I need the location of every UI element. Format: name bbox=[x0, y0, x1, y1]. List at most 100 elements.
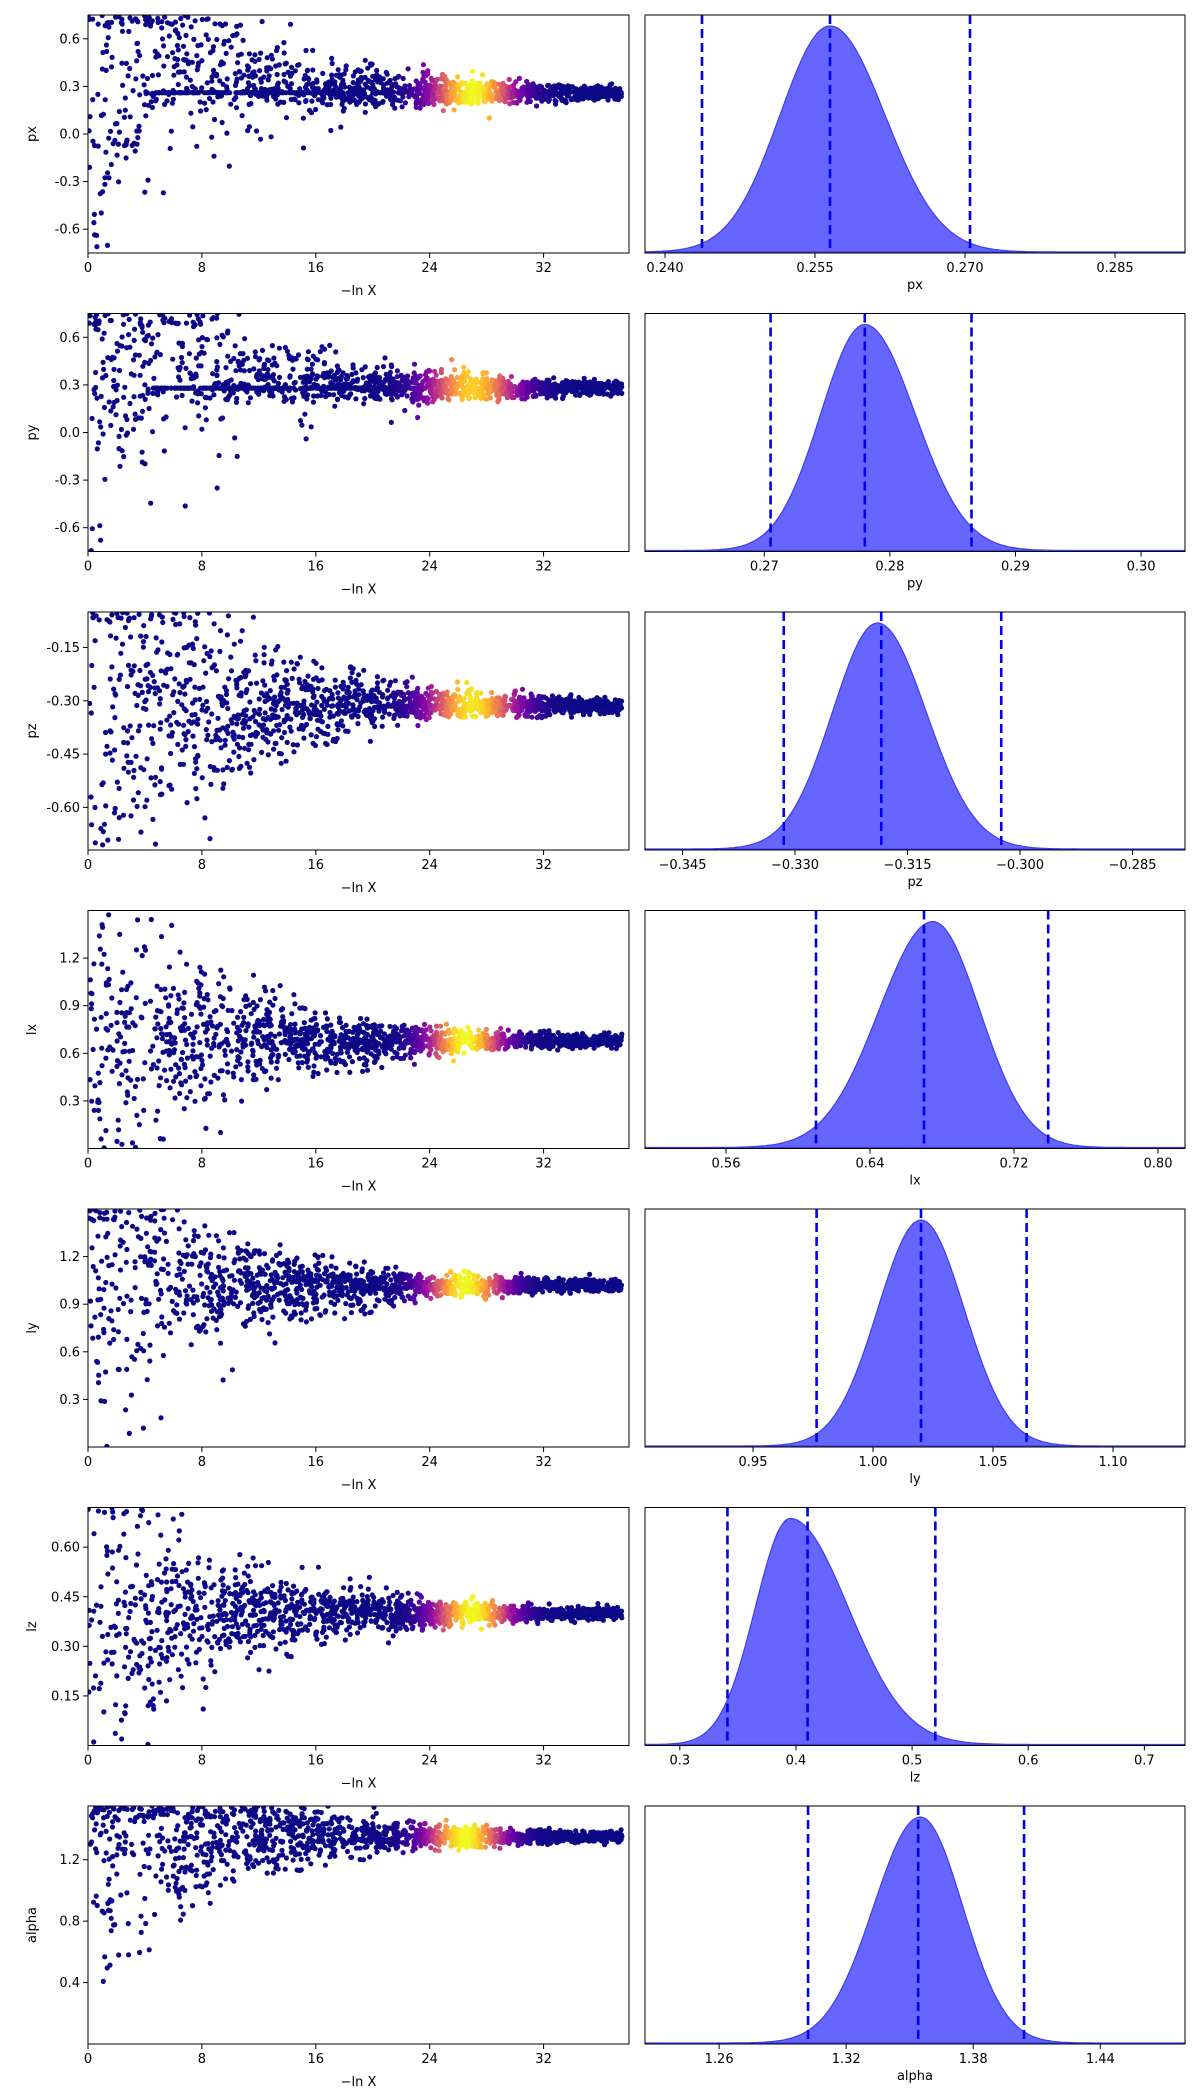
trace-point bbox=[177, 90, 183, 96]
trace-point bbox=[226, 163, 232, 169]
trace-point bbox=[505, 703, 511, 709]
trace-point bbox=[192, 1029, 198, 1035]
trace-point bbox=[496, 695, 502, 701]
trace-point bbox=[199, 16, 205, 23]
trace-point bbox=[253, 729, 259, 736]
trace-point bbox=[485, 706, 491, 712]
trace-point bbox=[176, 681, 182, 687]
trace-point bbox=[468, 385, 474, 391]
trace-point bbox=[163, 995, 169, 1001]
trace-point bbox=[399, 708, 405, 714]
trace-point bbox=[99, 66, 105, 72]
trace-point bbox=[226, 676, 232, 682]
trace-point bbox=[238, 1077, 244, 1083]
trace-point bbox=[268, 52, 274, 58]
trace-point bbox=[387, 381, 393, 387]
trace-point bbox=[256, 696, 262, 702]
trace-point bbox=[341, 71, 347, 77]
trace-point bbox=[347, 1069, 353, 1075]
trace-point bbox=[361, 401, 367, 407]
trace-point bbox=[189, 641, 196, 647]
trace-point bbox=[233, 368, 239, 374]
trace-point bbox=[179, 747, 185, 753]
posterior-pz-frame bbox=[644, 611, 1186, 851]
trace-point bbox=[431, 379, 437, 385]
trace-point bbox=[562, 97, 569, 103]
trace-point bbox=[127, 615, 133, 621]
trace-xlabel: −ln X bbox=[341, 284, 377, 299]
trace-point bbox=[181, 613, 187, 620]
trace-point bbox=[152, 774, 159, 780]
trace-point bbox=[134, 141, 140, 147]
trace-point bbox=[319, 677, 325, 683]
trace-point bbox=[159, 25, 165, 31]
trace-point bbox=[152, 354, 158, 360]
trace-point bbox=[152, 691, 158, 697]
trace-point bbox=[431, 703, 437, 709]
trace-point bbox=[322, 346, 328, 352]
trace-xlabel: −ln X bbox=[341, 583, 377, 598]
trace-point bbox=[268, 66, 274, 72]
trace-point bbox=[568, 97, 574, 103]
trace-point bbox=[224, 632, 230, 638]
trace-point bbox=[89, 822, 95, 828]
trace-point bbox=[591, 97, 598, 103]
trace-point bbox=[187, 77, 193, 83]
trace-point bbox=[93, 384, 99, 391]
trace-point bbox=[505, 91, 511, 97]
posterior-xlabel: py bbox=[907, 577, 923, 592]
trace-point bbox=[464, 373, 470, 379]
trace-point bbox=[453, 96, 459, 102]
trace-point bbox=[332, 403, 338, 409]
trace-point bbox=[150, 816, 156, 823]
trace-point bbox=[100, 842, 106, 848]
trace-point bbox=[251, 69, 257, 75]
trace-point bbox=[301, 92, 307, 98]
trace-point bbox=[395, 709, 401, 715]
trace-point bbox=[430, 100, 436, 106]
trace-point bbox=[401, 697, 407, 703]
x-tick-label: 0 bbox=[84, 858, 92, 873]
trace-point bbox=[261, 652, 267, 658]
trace-point bbox=[267, 695, 273, 702]
trace-point bbox=[273, 702, 279, 709]
trace-point bbox=[299, 722, 305, 728]
trace-point bbox=[91, 321, 97, 327]
trace-point bbox=[247, 716, 253, 722]
trace-point bbox=[92, 840, 98, 846]
trace-point bbox=[147, 669, 153, 676]
trace-point bbox=[372, 370, 379, 376]
trace-point bbox=[130, 88, 136, 94]
trace-point bbox=[192, 90, 198, 96]
trace-point bbox=[241, 1014, 247, 1021]
trace-point bbox=[188, 110, 194, 116]
trace-point bbox=[411, 361, 418, 367]
trace-point bbox=[302, 84, 309, 90]
trace-point bbox=[122, 384, 128, 390]
y-tick-label: -0.45 bbox=[46, 748, 80, 763]
trace-point bbox=[109, 757, 115, 763]
trace-point bbox=[391, 695, 398, 701]
trace-point bbox=[90, 138, 96, 144]
trace-point bbox=[282, 385, 288, 391]
trace-point bbox=[465, 369, 471, 375]
trace-point bbox=[478, 379, 485, 385]
trace-point bbox=[412, 390, 418, 396]
trace-point bbox=[311, 1063, 317, 1069]
trace-point bbox=[106, 912, 112, 918]
x-tick-label: −0.330 bbox=[771, 858, 819, 873]
trace-point bbox=[274, 45, 280, 51]
trace-point bbox=[313, 707, 319, 713]
trace-point bbox=[116, 676, 122, 683]
trace-point bbox=[131, 663, 137, 669]
trace-point bbox=[263, 691, 270, 697]
x-tick-label: −0.315 bbox=[883, 858, 931, 873]
trace-point bbox=[134, 702, 140, 709]
y-tick-label: 0.3 bbox=[59, 378, 80, 393]
trace-point bbox=[129, 735, 135, 741]
trace-point bbox=[138, 829, 144, 835]
trace-point bbox=[106, 399, 112, 405]
trace-point bbox=[341, 381, 347, 387]
trace-point bbox=[382, 355, 388, 361]
trace-point bbox=[437, 693, 443, 699]
